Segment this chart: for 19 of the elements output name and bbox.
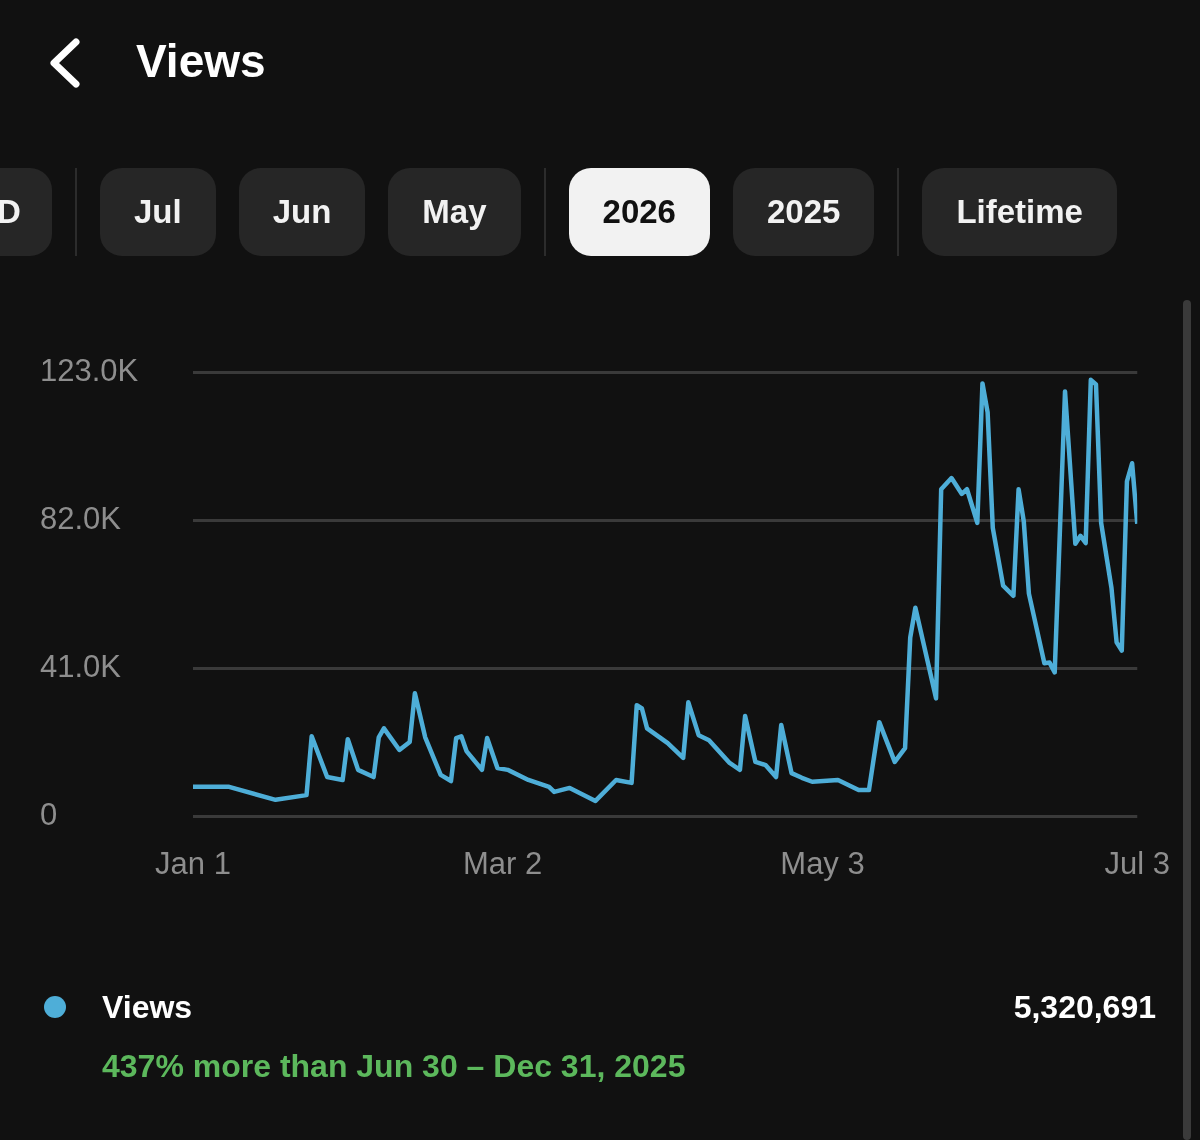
x-tick-label: Jan 1 xyxy=(155,845,231,881)
y-tick-label: 82.0K xyxy=(40,501,122,537)
text: 437% more than Jun 30 – Dec 31, 2025 xyxy=(102,1048,686,1085)
x-tick-label: May 3 xyxy=(780,845,865,881)
chart-title: Views xyxy=(136,34,266,88)
text: Jul xyxy=(100,168,216,256)
text: 2025 xyxy=(732,168,875,256)
legend-label: Views xyxy=(102,988,193,1026)
x-tick-label: Mar 2 xyxy=(462,845,543,881)
text: 2026 xyxy=(568,168,710,256)
x-tick-label: Jul 3 xyxy=(1104,845,1170,881)
text: Jun xyxy=(238,168,366,256)
text: Lifetime xyxy=(922,168,1117,256)
y-tick-label: 0 xyxy=(40,797,58,833)
text: D xyxy=(0,168,52,256)
y-tick-label: 123.0K xyxy=(40,353,139,389)
text: 5,320,691 xyxy=(1013,988,1156,1026)
y-tick-label: 41.0K xyxy=(40,649,122,685)
text: May xyxy=(388,168,521,256)
